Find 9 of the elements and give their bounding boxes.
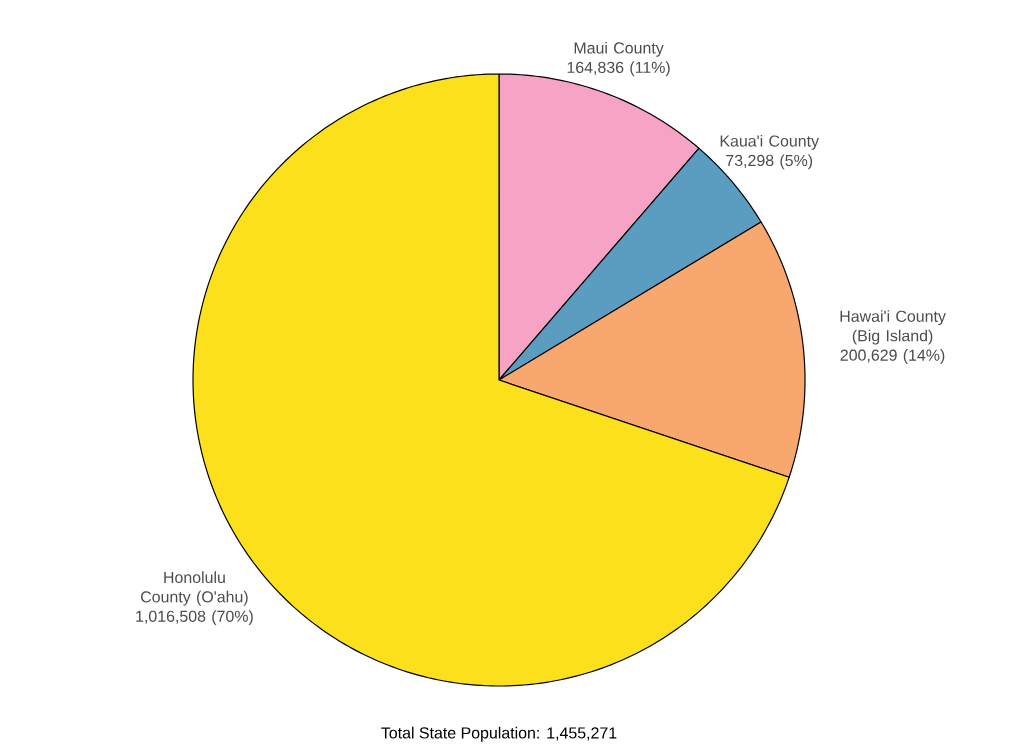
slice-label: Kaua'i County (720, 134, 819, 150)
slice-label: Hawai'i County (Big Island) (840, 310, 946, 345)
data-label: 73,298 (5%) (726, 154, 813, 170)
text: Total State Population: 1,455,271 (381, 726, 617, 742)
slice-label: Maui County (574, 41, 664, 57)
data-label: 164,836 (11%) (567, 61, 670, 77)
data-label: 200,629 (14%) (840, 349, 945, 364)
slice-label: Honolulu County (O'ahu) (141, 571, 248, 606)
data-label: 1,016,508 (70%) (136, 610, 253, 626)
